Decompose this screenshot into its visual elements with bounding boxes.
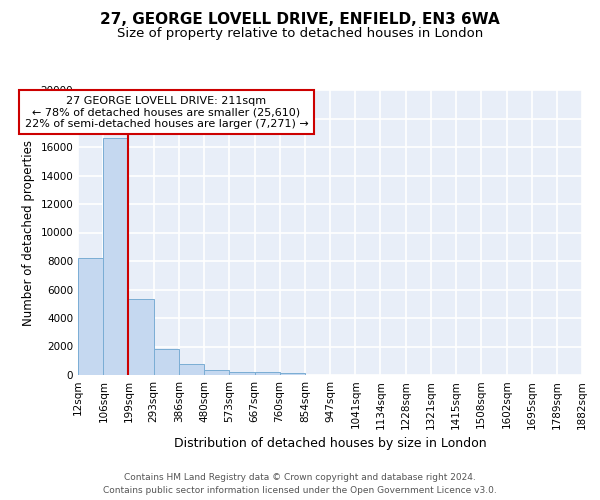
Bar: [179, 364, 204, 375]
Bar: [254, 372, 280, 375]
Text: Contains public sector information licensed under the Open Government Licence v3: Contains public sector information licen…: [103, 486, 497, 495]
Bar: [154, 348, 179, 375]
Text: Size of property relative to detached houses in London: Size of property relative to detached ho…: [117, 28, 483, 40]
Y-axis label: Number of detached properties: Number of detached properties: [22, 140, 35, 326]
Text: 27 GEORGE LOVELL DRIVE: 211sqm
← 78% of detached houses are smaller (25,610)
22%: 27 GEORGE LOVELL DRIVE: 211sqm ← 78% of …: [25, 96, 308, 129]
Text: 27, GEORGE LOVELL DRIVE, ENFIELD, EN3 6WA: 27, GEORGE LOVELL DRIVE, ENFIELD, EN3 6W…: [100, 12, 500, 28]
Bar: [204, 370, 229, 375]
Bar: [78, 258, 103, 375]
Bar: [103, 138, 128, 375]
Bar: [229, 372, 254, 375]
X-axis label: Distribution of detached houses by size in London: Distribution of detached houses by size …: [173, 437, 487, 450]
Text: Contains HM Land Registry data © Crown copyright and database right 2024.: Contains HM Land Registry data © Crown c…: [124, 472, 476, 482]
Bar: [128, 300, 154, 375]
Bar: [280, 372, 305, 375]
